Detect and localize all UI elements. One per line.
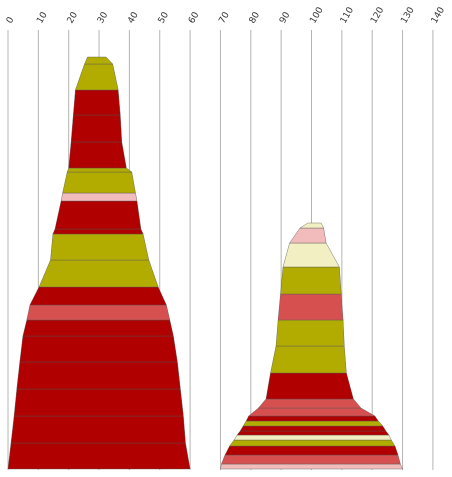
x-tick-label-0: 0 xyxy=(5,15,17,25)
x-tick-label-50: 50 xyxy=(157,10,172,25)
right-stack-layer-1 xyxy=(220,463,403,470)
x-tick-label-100: 100 xyxy=(308,5,325,25)
x-tick-label-80: 80 xyxy=(248,10,263,25)
left-stack-layer-18 xyxy=(73,89,121,116)
x-tick-label-70: 70 xyxy=(217,10,232,25)
left-stack-layer-14 xyxy=(62,171,136,194)
left-stack-layer-20 xyxy=(84,56,114,65)
left-stack-layer-3 xyxy=(13,388,184,417)
x-tick-label-130: 130 xyxy=(399,5,416,25)
left-stack-layer-1 xyxy=(7,442,191,470)
right-stack-layer-7 xyxy=(239,425,387,432)
right-stack-layer-18 xyxy=(289,227,327,244)
left-stack-layer-12 xyxy=(54,200,142,230)
left-stack-layer-11 xyxy=(52,228,144,235)
right-stack-layer-5 xyxy=(233,434,392,441)
right-stack-layer-11 xyxy=(257,398,362,409)
x-tick-label-120: 120 xyxy=(369,5,386,25)
left-stack-layer-19 xyxy=(75,63,119,91)
left-stack-layer-15 xyxy=(66,167,133,173)
right-stack-layer-3 xyxy=(224,445,399,456)
left-stack-layer-5 xyxy=(19,335,178,363)
left-stack-layer-13 xyxy=(60,192,138,202)
right-stack-layer-15 xyxy=(277,293,344,321)
x-tick-label-30: 30 xyxy=(96,10,111,25)
x-tick-label-140: 140 xyxy=(430,5,447,25)
x-tick-label-40: 40 xyxy=(126,10,141,25)
left-stack-layer-6 xyxy=(22,319,174,337)
right-stack-layer-10 xyxy=(248,407,376,417)
left-stack-layer-9 xyxy=(38,259,159,288)
right-stack-layer-4 xyxy=(229,439,396,447)
x-tick-label-110: 110 xyxy=(339,5,356,25)
right-stack-layer-14 xyxy=(275,319,345,347)
left-stack-layer-8 xyxy=(29,286,167,306)
left-stack-layer-4 xyxy=(16,361,181,390)
right-stack xyxy=(220,222,403,470)
right-stack-layer-19 xyxy=(299,222,324,229)
right-stack-layer-16 xyxy=(280,266,342,295)
left-stack-layer-10 xyxy=(50,233,150,261)
right-stack-layer-9 xyxy=(245,415,379,422)
right-stack-layer-17 xyxy=(282,242,340,268)
left-stack-layer-17 xyxy=(70,114,123,143)
left-stack-layer-7 xyxy=(26,304,171,321)
x-tick-label-60: 60 xyxy=(187,10,202,25)
x-tick-label-10: 10 xyxy=(35,10,50,25)
x-tick-label-20: 20 xyxy=(66,10,81,25)
x-tick-label-90: 90 xyxy=(278,10,293,25)
left-stack-layer-2 xyxy=(10,415,186,444)
right-stack-layer-8 xyxy=(242,420,384,427)
left-stack-layer-16 xyxy=(68,141,127,169)
left-stack xyxy=(7,56,191,470)
right-stack-layer-2 xyxy=(221,454,401,465)
right-stack-layer-13 xyxy=(270,345,347,374)
right-stack-layer-6 xyxy=(236,430,390,436)
x-axis-tick-labels: 0 10 20 30 40 50 60 70 80 90 100 110 120 130 140 xyxy=(5,5,447,25)
right-stack-layer-12 xyxy=(265,372,354,400)
